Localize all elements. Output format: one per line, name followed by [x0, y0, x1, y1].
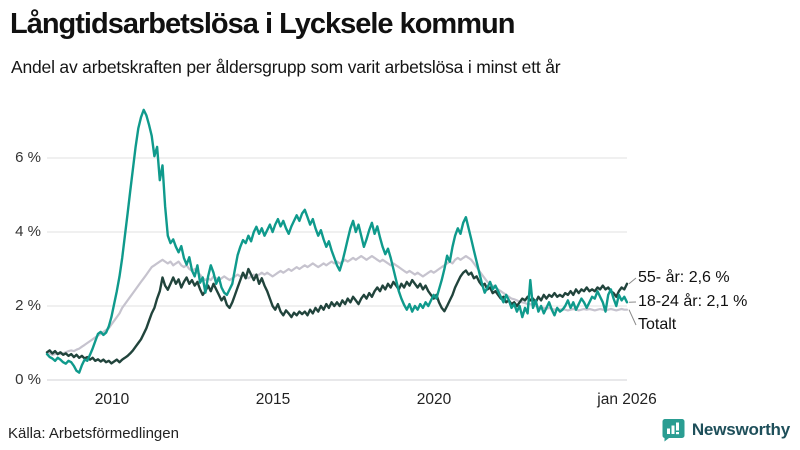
source-note: Källa: Arbetsförmedlingen: [8, 425, 179, 442]
annotation-connector: [628, 309, 637, 326]
x-axis-tick-2010: 2010: [94, 391, 130, 408]
series-line-totalt: [45, 255, 629, 356]
x-axis-tick-2015: 2015: [255, 391, 291, 408]
bar-2: [671, 425, 675, 434]
annotation-connector: [628, 277, 637, 285]
series-line-18-24-r: [45, 108, 629, 374]
y-axis-tick-4: 4 %: [15, 223, 41, 240]
x-axis-tick-2020: 2020: [416, 391, 452, 408]
newsworthy-logo: Newsworthy: [662, 418, 790, 442]
y-axis-tick-0: 0 %: [15, 371, 41, 388]
bar-1: [666, 428, 670, 434]
chart-title: Långtidsarbetslösa i Lycksele kommun: [10, 8, 515, 40]
chart-subtitle: Andel av arbetskraften per åldersgrupp s…: [11, 57, 561, 77]
brand-name: Newsworthy: [691, 420, 790, 439]
x-axis-tick-jan-2026: jan 2026: [597, 391, 657, 408]
y-axis-tick-2: 2 %: [15, 297, 41, 314]
newsworthy-icon: [662, 419, 685, 442]
series-label-totalt: Totalt: [638, 316, 677, 333]
exclamation-dot: [675, 432, 679, 435]
series-label-55-plus: 55- år: 2,6 %: [638, 269, 730, 286]
series-label-18-24: 18-24 år: 2,1 %: [638, 293, 748, 310]
series-line-55-r: [45, 267, 629, 365]
exclamation-bar: [675, 422, 679, 431]
y-axis-tick-6: 6 %: [15, 149, 41, 166]
